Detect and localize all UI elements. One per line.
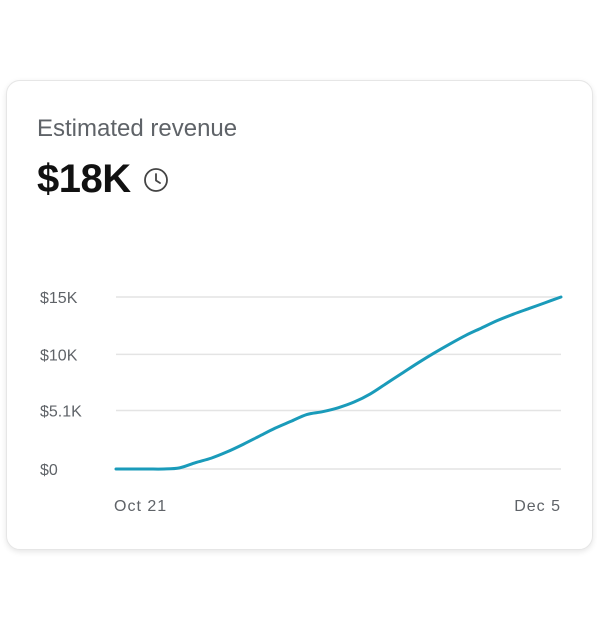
- x-tick-label: Oct 21: [114, 498, 167, 515]
- y-tick-label: $15K: [40, 290, 78, 307]
- value-row: $18K: [37, 157, 169, 202]
- clock-icon[interactable]: [143, 167, 169, 193]
- y-tick-label: $0: [40, 462, 58, 479]
- y-axis-ticks: $0 $5.1K $10K $15K: [40, 290, 82, 479]
- revenue-value: $18K: [37, 157, 131, 201]
- y-tick-label: $10K: [40, 347, 78, 364]
- card-title: Estimated revenue: [37, 115, 238, 142]
- x-axis-ticks: Oct 21 Dec 5: [114, 498, 561, 515]
- series-line: [114, 295, 563, 471]
- x-tick-label: Dec 5: [514, 498, 561, 515]
- grid-lines: [116, 296, 561, 470]
- y-tick-label: $5.1K: [40, 404, 82, 421]
- revenue-card: Estimated revenue $18K: [6, 80, 593, 550]
- series-layer: [114, 295, 563, 471]
